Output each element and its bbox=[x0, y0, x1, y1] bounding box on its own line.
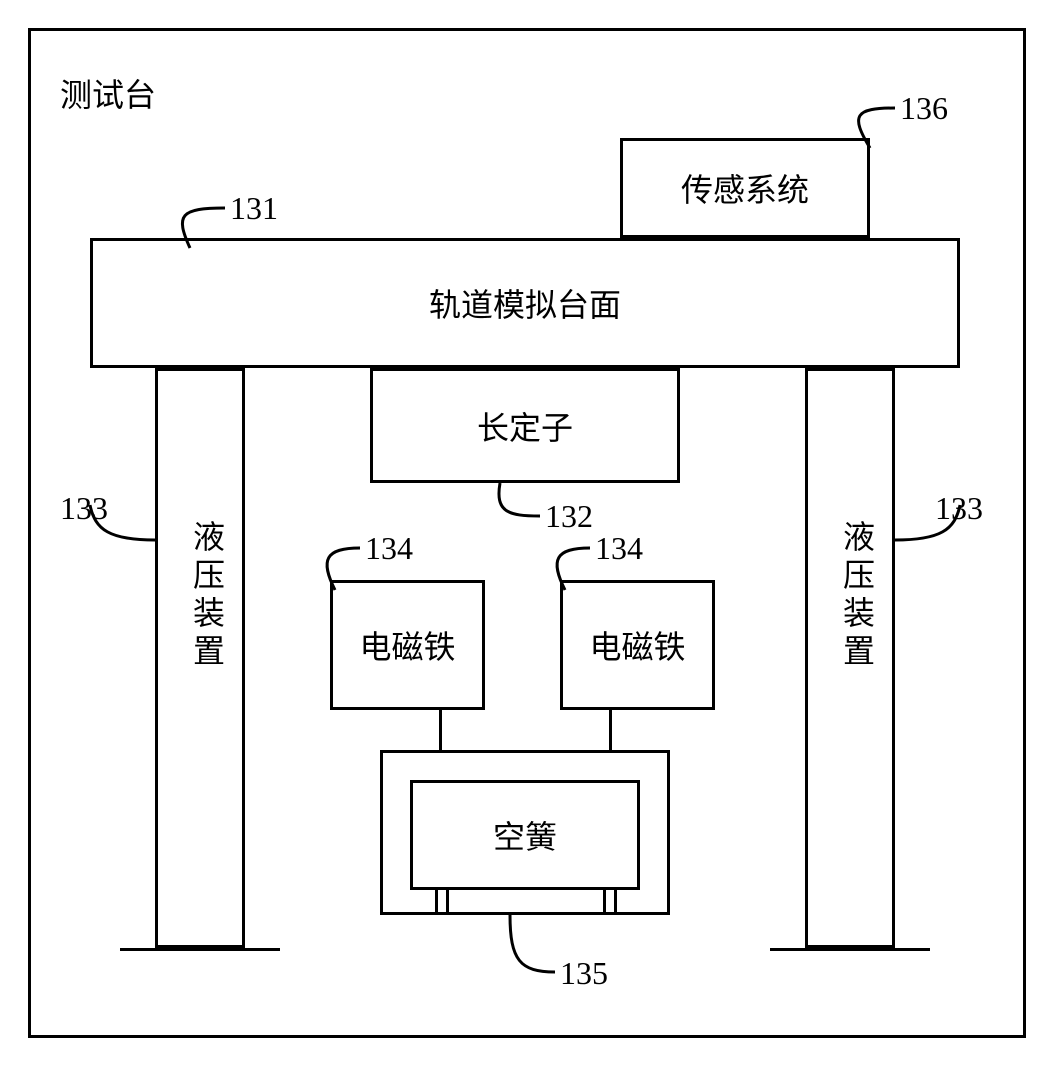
diagram-frame: 测试台 传感系统 轨道模拟台面 长定子 液压装置 液压装置 电磁铁 电磁铁 空簧… bbox=[0, 0, 1056, 1067]
leader-135 bbox=[0, 0, 1056, 1067]
ref-135: 135 bbox=[560, 955, 608, 992]
